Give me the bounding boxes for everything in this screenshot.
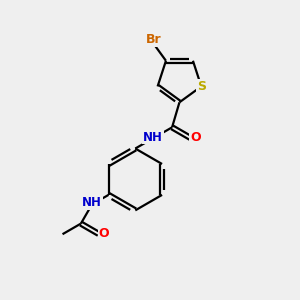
- Text: Br: Br: [146, 33, 161, 46]
- Text: O: O: [99, 227, 109, 240]
- Text: NH: NH: [82, 196, 102, 209]
- Text: S: S: [197, 80, 206, 93]
- Text: O: O: [190, 131, 201, 144]
- Text: NH: NH: [143, 130, 163, 143]
